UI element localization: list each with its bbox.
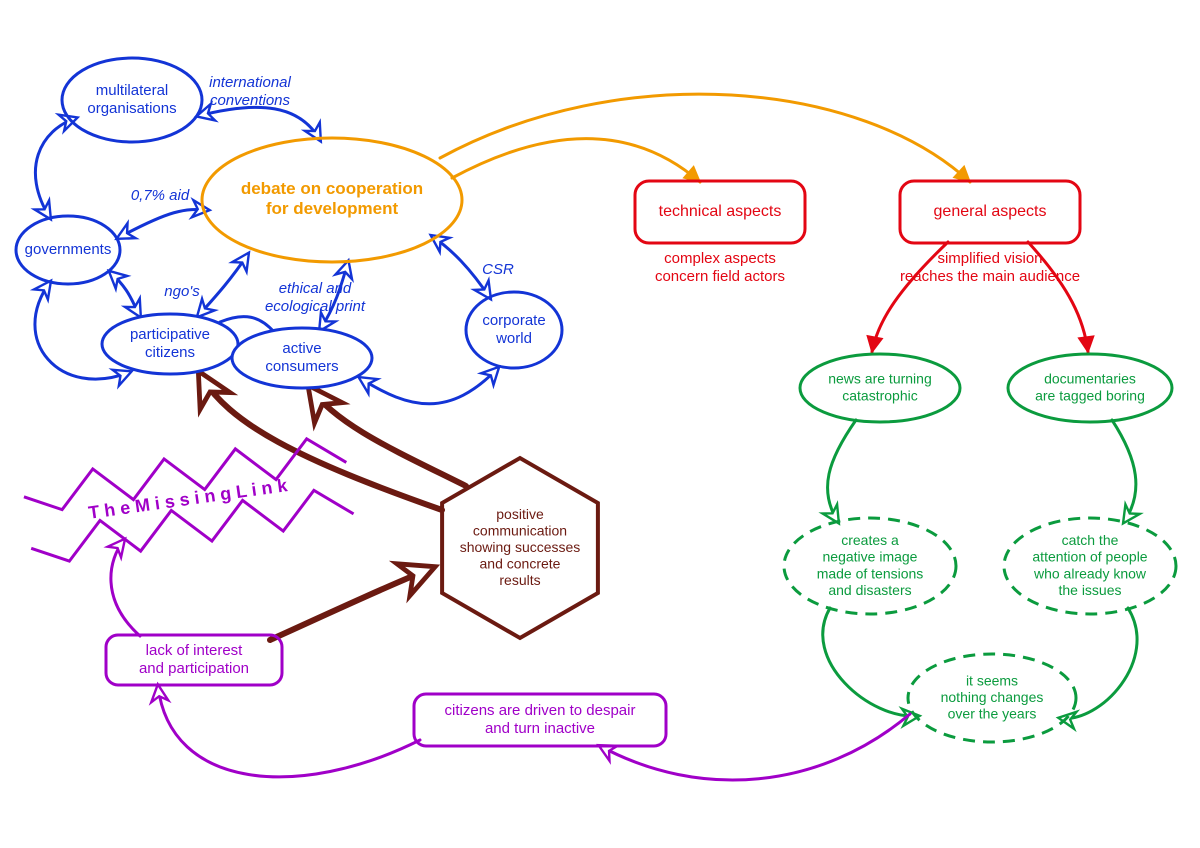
- node-neg_image: creates anegative imagemade of tensionsa…: [784, 518, 956, 614]
- node-citizens_desp: citizens are driven to despairand turn i…: [414, 694, 666, 746]
- edge-e_neg_not: [823, 608, 918, 716]
- edge-e_cat_not: [1060, 608, 1137, 718]
- edge-label-lbl_aid: 0,7% aid: [131, 187, 190, 204]
- node-technical: technical aspects complex aspectsconcern …: [635, 181, 805, 285]
- edge-e_lack_pos: [270, 568, 432, 640]
- node-corporate: corporateworld: [466, 292, 562, 368]
- node-catch_att: catch theattention of peoplewho already …: [1004, 518, 1176, 614]
- sublabel-general: simplified visionreaches the main audien…: [900, 250, 1080, 285]
- node-multilateral: multilateralorganisations: [62, 58, 202, 142]
- node-lack_interest: lack of interestand participation: [106, 635, 282, 685]
- edge-e_deb_gen: [440, 94, 970, 182]
- sublabel-technical: complex aspectsconcern field actors: [655, 250, 785, 285]
- edge-e_mul_deb: [198, 107, 320, 140]
- node-governments: governments: [16, 216, 120, 284]
- node-general: general aspects simplified visionreaches …: [900, 181, 1080, 285]
- edge-e_act_cor: [360, 368, 498, 404]
- label-citizens_desp: citizens are driven to despairand turn i…: [445, 702, 636, 737]
- edge-e_cit_lack: [158, 686, 420, 777]
- nodes-layer: multilateralorganisations governments part…: [16, 58, 1176, 746]
- node-participative: participativecitizens: [102, 314, 238, 374]
- edge-label-lbl_ethical: ethical andecological print: [265, 280, 366, 315]
- edge-e_gov_par2: [110, 272, 140, 316]
- label-debate: debate on cooperationfor development: [241, 179, 423, 218]
- label-catch_att: catch theattention of peoplewho already …: [1032, 532, 1147, 598]
- label-technical: technical aspects: [659, 203, 782, 220]
- node-debate: debate on cooperationfor development: [202, 138, 462, 262]
- edge-label-lbl_intl_conv: internationalconventions: [209, 74, 291, 109]
- label-docu_boring: documentariesare tagged boring: [1035, 370, 1145, 403]
- node-active_cons: activeconsumers: [232, 328, 372, 388]
- edge-e_deb_tech: [452, 139, 700, 182]
- label-lack_interest: lack of interestand participation: [139, 642, 249, 677]
- edge-e_docu_cat: [1112, 420, 1136, 522]
- label-corporate: corporateworld: [482, 312, 545, 347]
- label-multilateral: multilateralorganisations: [87, 82, 176, 117]
- edge-e_gov_deb: [118, 209, 208, 238]
- label-nothing_chg: it seemsnothing changesover the years: [941, 672, 1044, 721]
- node-docu_boring: documentariesare tagged boring: [1008, 354, 1172, 422]
- edge-label-lbl_csr: CSR: [482, 261, 514, 278]
- label-news_cat: news are turningcatastrophic: [828, 370, 932, 403]
- label-governments: governments: [25, 241, 112, 258]
- edge-e_news_neg: [828, 420, 856, 522]
- label-missing_link: T h e M i s s i n g L i n k: [87, 475, 290, 523]
- label-positive_comm: positivecommunicationshowing successesan…: [460, 506, 581, 588]
- diagram-canvas: multilateralorganisations governments part…: [0, 0, 1200, 848]
- edge-e_par_deb: [198, 254, 248, 316]
- node-nothing_chg: it seemsnothing changesover the years: [908, 654, 1076, 742]
- node-news_cat: news are turningcatastrophic: [800, 354, 960, 422]
- edge-e_lack_miss: [111, 540, 140, 636]
- label-neg_image: creates anegative imagemade of tensionsa…: [817, 532, 924, 598]
- edge-e_gov_mul: [35, 118, 76, 218]
- label-general: general aspects: [934, 203, 1047, 220]
- edge-label-lbl_ngos: ngo's: [164, 283, 200, 300]
